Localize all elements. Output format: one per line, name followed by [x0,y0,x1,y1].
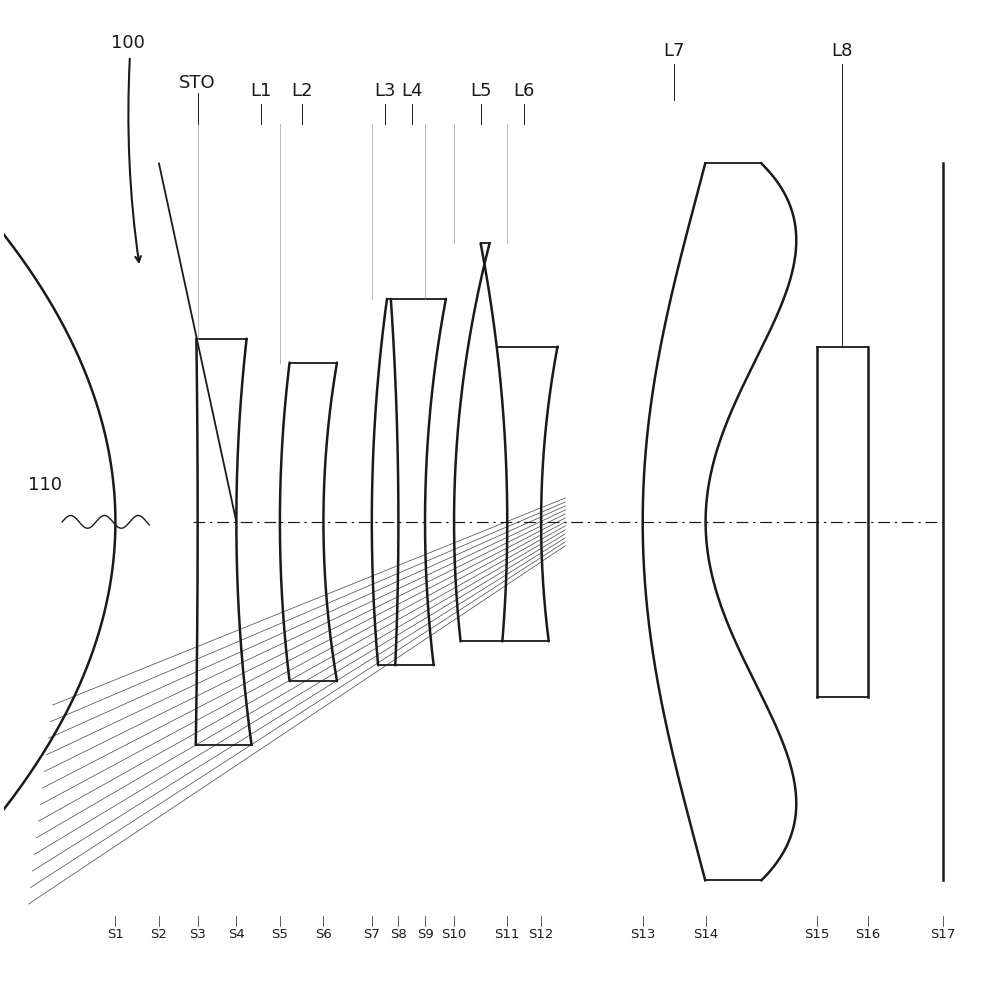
Text: S9: S9 [417,928,433,942]
Text: S2: S2 [151,928,167,942]
Text: S13: S13 [630,928,655,942]
Text: L2: L2 [291,82,312,100]
Text: S8: S8 [390,928,407,942]
Text: L3: L3 [374,82,396,100]
Text: S1: S1 [107,928,124,942]
Text: L6: L6 [513,82,535,100]
Text: S10: S10 [441,928,467,942]
Text: S15: S15 [804,928,830,942]
Text: S16: S16 [855,928,880,942]
Text: S11: S11 [495,928,520,942]
Text: L7: L7 [663,41,685,60]
Text: L5: L5 [470,82,491,100]
Text: L1: L1 [250,82,271,100]
Text: S4: S4 [228,928,245,942]
Text: 110: 110 [28,476,62,494]
Text: S12: S12 [528,928,554,942]
Text: 100: 100 [111,34,144,52]
Text: L8: L8 [832,41,853,60]
Text: S5: S5 [271,928,288,942]
Text: STO: STO [179,74,216,92]
Text: S17: S17 [930,928,955,942]
Text: S14: S14 [693,928,718,942]
Text: S7: S7 [363,928,380,942]
Text: S3: S3 [189,928,206,942]
Text: L4: L4 [401,82,422,100]
Text: S6: S6 [315,928,332,942]
